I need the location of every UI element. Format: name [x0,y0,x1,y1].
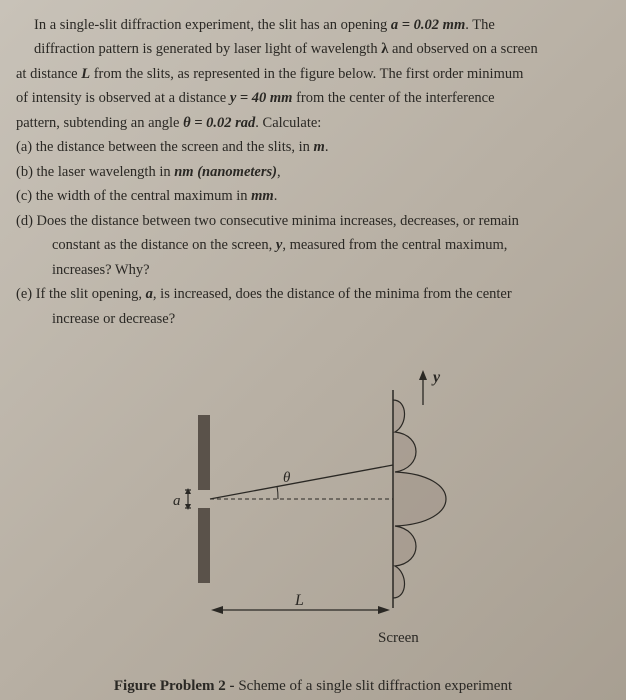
slit-bottom [198,508,210,583]
text: of intensity is observed at a distance [16,90,230,106]
question-d-line2b: , measured from the central maximum, [282,237,507,253]
var-theta: θ = 0.02 rad [183,115,255,131]
text: diffraction pattern is generated by lase… [34,41,381,57]
text: . [325,139,329,155]
question-a: (a) the distance between the screen and … [16,139,314,155]
diagram-svg: a θ y L Screen [123,360,503,650]
text: . The [465,17,495,33]
caption-bold: Figure Problem 2 - [114,678,238,694]
question-e-line1b: , is increased, does the distance of the… [153,286,512,302]
a-arrow-up [185,488,191,494]
L-arrow-right [378,606,390,614]
label-theta: θ [283,470,291,486]
problem-statement: In a single-slit diffraction experiment,… [16,14,610,330]
var-L: L [81,66,90,82]
text: from the center of the interference [292,90,494,106]
question-b: (b) the laser wavelength in [16,164,174,180]
question-d-line2a: constant as the distance on the screen, [52,237,276,253]
label-y: y [431,369,441,386]
question-d-line1: (d) Does the distance between two consec… [16,213,519,229]
question-e-line1a: (e) If the slit opening, [16,286,146,302]
unit-mm: mm [251,188,274,204]
intensity-pattern [393,400,446,598]
angled-ray [210,465,393,499]
label-L: L [294,592,304,609]
slit-top [198,415,210,490]
text: at distance [16,66,81,82]
figure-caption: Figure Problem 2 - Scheme of a single sl… [16,678,610,695]
text: from the slits, as represented in the fi… [90,66,523,82]
unit-m: m [314,139,325,155]
question-c: (c) the width of the central maximum in [16,188,251,204]
diffraction-diagram: a θ y L Screen [16,360,610,660]
question-e-line2: increase or decrease? [52,311,175,327]
text: , [277,164,281,180]
text: In a single-slit diffraction experiment,… [34,17,391,33]
theta-arc [277,486,278,499]
text: and observed on a screen [388,41,537,57]
question-d-line3: increases? Why? [52,262,150,278]
label-screen: Screen [378,630,419,646]
a-arrow-down [185,504,191,510]
var-a2: a [146,286,153,302]
unit-nm: nm (nanometers) [174,164,277,180]
text: pattern, subtending an angle [16,115,183,131]
text: . Calculate: [255,115,321,131]
var-y: y = 40 mm [230,90,293,106]
text: . [274,188,278,204]
L-arrow-left [211,606,223,614]
caption-rest: Scheme of a single slit diffraction expe… [238,678,512,694]
label-a: a [173,493,181,509]
y-arrowhead [419,370,427,380]
var-a: a = 0.02 mm [391,17,465,33]
